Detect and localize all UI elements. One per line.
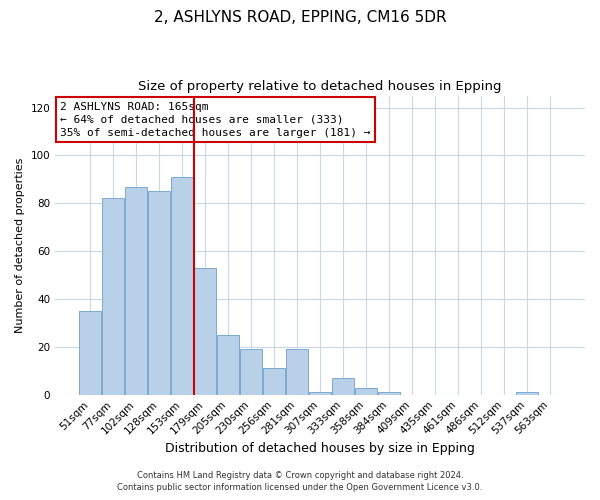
Bar	[240, 350, 262, 395]
Bar	[79, 311, 101, 394]
Bar	[171, 177, 193, 394]
Bar	[332, 378, 354, 394]
Text: 2, ASHLYNS ROAD, EPPING, CM16 5DR: 2, ASHLYNS ROAD, EPPING, CM16 5DR	[154, 10, 446, 25]
Bar	[516, 392, 538, 394]
Bar	[309, 392, 331, 394]
Bar	[378, 392, 400, 394]
Y-axis label: Number of detached properties: Number of detached properties	[15, 158, 25, 333]
Bar	[217, 335, 239, 394]
Text: 2 ASHLYNS ROAD: 165sqm
← 64% of detached houses are smaller (333)
35% of semi-de: 2 ASHLYNS ROAD: 165sqm ← 64% of detached…	[61, 102, 371, 138]
Title: Size of property relative to detached houses in Epping: Size of property relative to detached ho…	[139, 80, 502, 93]
Bar	[102, 198, 124, 394]
Bar	[355, 388, 377, 394]
Bar	[263, 368, 285, 394]
Bar	[194, 268, 216, 394]
Text: Contains HM Land Registry data © Crown copyright and database right 2024.
Contai: Contains HM Land Registry data © Crown c…	[118, 471, 482, 492]
Bar	[125, 186, 147, 394]
Bar	[148, 192, 170, 394]
X-axis label: Distribution of detached houses by size in Epping: Distribution of detached houses by size …	[165, 442, 475, 455]
Bar	[286, 350, 308, 395]
